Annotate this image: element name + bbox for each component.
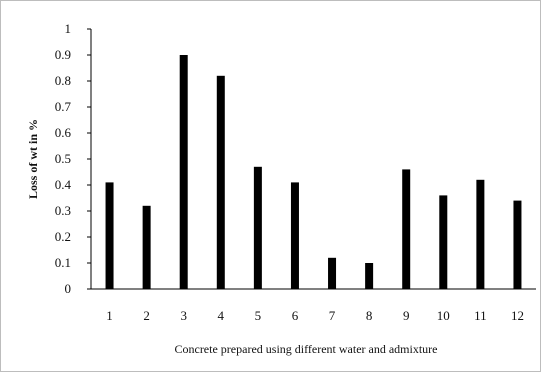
bar-3: [179, 55, 188, 289]
x-tick-label: 6: [292, 308, 299, 323]
y-tick-label: 0.8: [55, 73, 71, 88]
x-tick-label: 8: [366, 308, 373, 323]
y-axis-title: Loss of wt in %: [26, 119, 40, 199]
x-tick-label: 12: [511, 308, 524, 323]
bar-10: [439, 195, 448, 289]
x-tick-label: 11: [474, 308, 487, 323]
y-tick-label: 0: [65, 281, 72, 296]
bar-2: [142, 205, 151, 289]
x-tick-label: 9: [403, 308, 410, 323]
x-tick-label: 7: [329, 308, 336, 323]
y-tick-label: 0.4: [55, 177, 72, 192]
y-tick-label: 0.7: [55, 99, 72, 114]
y-tick-label: 1: [65, 21, 72, 36]
bar-5: [253, 166, 262, 289]
bar-12: [513, 200, 522, 289]
y-tick-label: 0.3: [55, 203, 71, 218]
bar-8: [365, 263, 374, 289]
bar-9: [402, 169, 411, 289]
y-tick-label: 0.9: [55, 47, 71, 62]
bar-1: [105, 182, 114, 289]
x-tick-label: 2: [143, 308, 150, 323]
x-tick-label: 10: [437, 308, 450, 323]
x-tick-label: 1: [106, 308, 113, 323]
x-axis-title: Concrete prepared using different water …: [174, 342, 437, 356]
x-tick-label: 5: [255, 308, 262, 323]
y-tick-label: 0.6: [55, 125, 72, 140]
bar-6: [290, 182, 299, 289]
y-tick-label: 0.5: [55, 151, 71, 166]
x-tick-label: 3: [180, 308, 187, 323]
x-tick-label: 4: [218, 308, 225, 323]
y-tick-label: 0.2: [55, 229, 71, 244]
bar-11: [476, 179, 485, 289]
y-tick-label: 0.1: [55, 255, 71, 270]
bar-4: [216, 75, 225, 289]
bar-7: [328, 257, 337, 289]
